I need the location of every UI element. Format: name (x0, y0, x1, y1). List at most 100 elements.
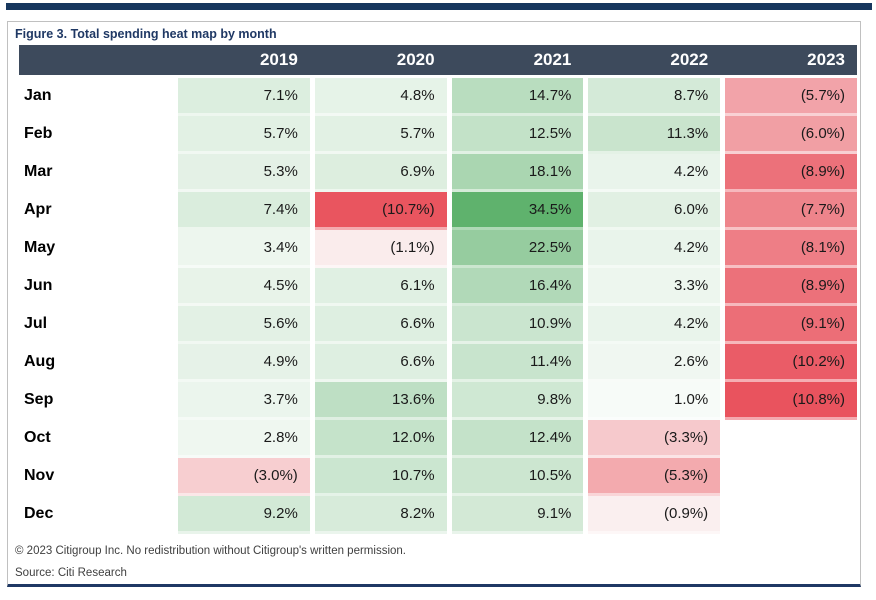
cell-2019-aug: 4.9% (178, 344, 310, 382)
cell-value: 5.6% (263, 315, 298, 332)
cell-2022-jul: 4.2% (588, 306, 721, 344)
cell-2020-feb: 5.7% (314, 116, 447, 154)
cell-2020-apr: (10.7%) (314, 192, 447, 230)
cell-2023-dec (725, 496, 857, 534)
row-label-feb: Feb (24, 125, 53, 142)
cell-value: 6.6% (400, 315, 435, 332)
figure-box: Figure 3. Total spending heat map by mon… (7, 21, 861, 587)
copyright-text: © 2023 Citigroup Inc. No redistribution … (15, 545, 406, 557)
cell-value: 18.1% (528, 163, 572, 180)
row-separator (178, 379, 310, 382)
cell-2019-may: 3.4% (178, 230, 310, 268)
row-separator (314, 265, 447, 268)
row-separator (725, 341, 857, 344)
row-separator (314, 303, 447, 306)
row-separator (588, 303, 721, 306)
cell-value: 10.5% (528, 467, 572, 484)
cell-value: 12.5% (528, 125, 572, 142)
row-separator (451, 379, 584, 382)
cell-2019-oct: 2.8% (178, 420, 310, 458)
cell-2019-mar: 5.3% (178, 154, 310, 192)
row-label-jun: Jun (24, 277, 53, 294)
table-row-jun: Jun 4.5% 6.1% 16.4% 3.3% (8.9%) (19, 268, 857, 306)
cell-value: 5.3% (263, 163, 298, 180)
cell-2023-may: (8.1%) (725, 230, 857, 268)
cell-value: (10.2%) (792, 353, 845, 370)
cell-2020-sep: 13.6% (314, 382, 447, 420)
cell-value: 16.4% (528, 277, 572, 294)
table-row-jan: Jan 7.1% 4.8% 14.7% 8.7% (5.7%) (19, 78, 857, 116)
row-label-mar: Mar (24, 163, 53, 180)
cell-value: 10.9% (528, 315, 572, 332)
row-separator (314, 493, 447, 496)
cell-value: 4.8% (400, 87, 435, 104)
cell-2020-may: (1.1%) (314, 230, 447, 268)
cell-value: 14.7% (528, 87, 572, 104)
cell-value: 5.7% (263, 125, 298, 142)
row-separator (314, 227, 447, 230)
row-separator (588, 493, 721, 496)
cell-2022-jan: 8.7% (588, 78, 721, 116)
row-separator (178, 531, 310, 534)
table-row-mar: Mar 5.3% 6.9% 18.1% 4.2% (8.9%) (19, 154, 857, 192)
cell-2019-apr: 7.4% (178, 192, 310, 230)
column-header-2020: 2020 (396, 50, 435, 69)
cell-2023-jan: (5.7%) (725, 78, 857, 116)
row-separator (725, 189, 857, 192)
row-separator (178, 189, 310, 192)
row-separator (451, 455, 584, 458)
row-separator (314, 151, 447, 154)
cell-value: 22.5% (528, 239, 572, 256)
row-separator (178, 303, 310, 306)
row-separator (588, 379, 721, 382)
cell-2019-jan: 7.1% (178, 78, 310, 116)
cell-2021-sep: 9.8% (451, 382, 584, 420)
cell-2020-oct: 12.0% (314, 420, 447, 458)
cell-2022-aug: 2.6% (588, 344, 721, 382)
row-separator (451, 303, 584, 306)
row-separator (451, 493, 584, 496)
cell-2023-oct (725, 420, 857, 458)
cell-value: 6.0% (673, 201, 709, 218)
row-separator (725, 113, 857, 116)
cell-value: 4.2% (673, 163, 709, 180)
cell-value: 6.1% (400, 277, 435, 294)
row-label-may: May (24, 239, 56, 256)
row-label-dec: Dec (24, 505, 54, 522)
header-corner-cell (19, 45, 173, 75)
row-separator (178, 493, 310, 496)
cell-value: (3.3%) (664, 429, 709, 446)
cell-value: 9.1% (537, 505, 572, 522)
row-separator (314, 379, 447, 382)
cell-2021-dec: 9.1% (451, 496, 584, 534)
cell-2022-feb: 11.3% (588, 116, 721, 154)
cell-value: 5.7% (400, 125, 435, 142)
cell-value: 10.7% (392, 467, 435, 484)
row-separator (588, 227, 721, 230)
cell-2021-oct: 12.4% (451, 420, 584, 458)
cell-2021-feb: 12.5% (451, 116, 584, 154)
cell-value: 12.4% (528, 429, 572, 446)
cell-2022-sep: 1.0% (588, 382, 721, 420)
cell-value: 9.8% (537, 391, 572, 408)
cell-2019-feb: 5.7% (178, 116, 310, 154)
cell-value: 3.3% (673, 277, 709, 294)
row-separator (451, 151, 584, 154)
cell-2021-jan: 14.7% (451, 78, 584, 116)
row-separator (451, 113, 584, 116)
column-header-2022: 2022 (670, 50, 709, 69)
top-divider-rule (6, 3, 872, 10)
cell-2022-mar: 4.2% (588, 154, 721, 192)
figure-title: Figure 3. Total spending heat map by mon… (15, 27, 277, 41)
cell-2022-nov: (5.3%) (588, 458, 721, 496)
cell-value: 7.1% (263, 87, 298, 104)
cell-value: 3.7% (263, 391, 298, 408)
cell-value: 7.4% (263, 201, 298, 218)
cell-2020-nov: 10.7% (314, 458, 447, 496)
cell-value: 2.8% (263, 429, 298, 446)
cell-value: (5.7%) (800, 87, 845, 104)
row-separator (588, 455, 721, 458)
row-separator (725, 265, 857, 268)
row-separator (588, 113, 721, 116)
cell-2021-jul: 10.9% (451, 306, 584, 344)
